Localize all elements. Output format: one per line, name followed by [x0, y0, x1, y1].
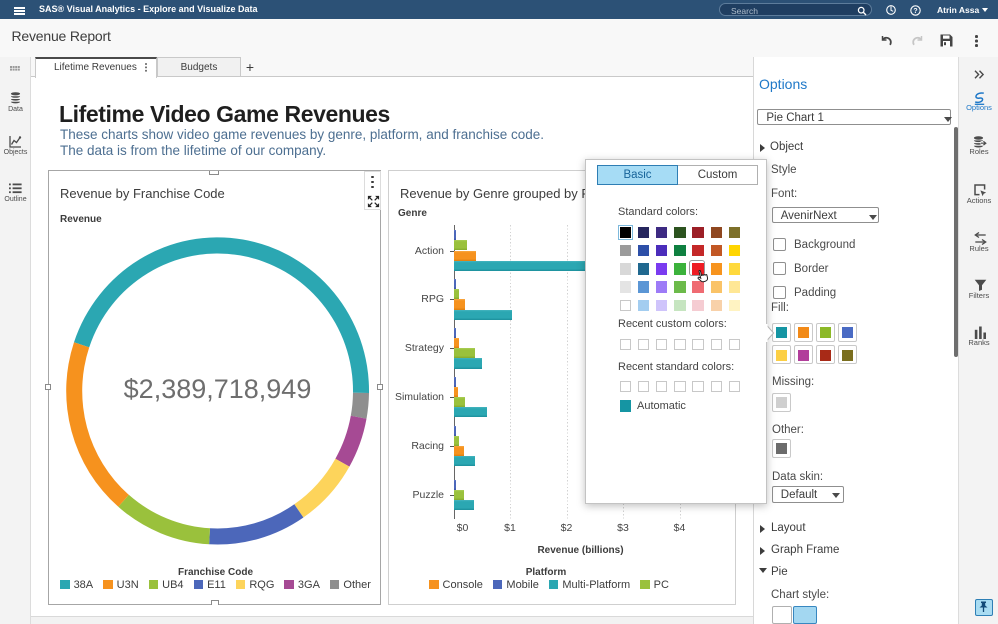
svg-text:?: ? [913, 8, 917, 15]
